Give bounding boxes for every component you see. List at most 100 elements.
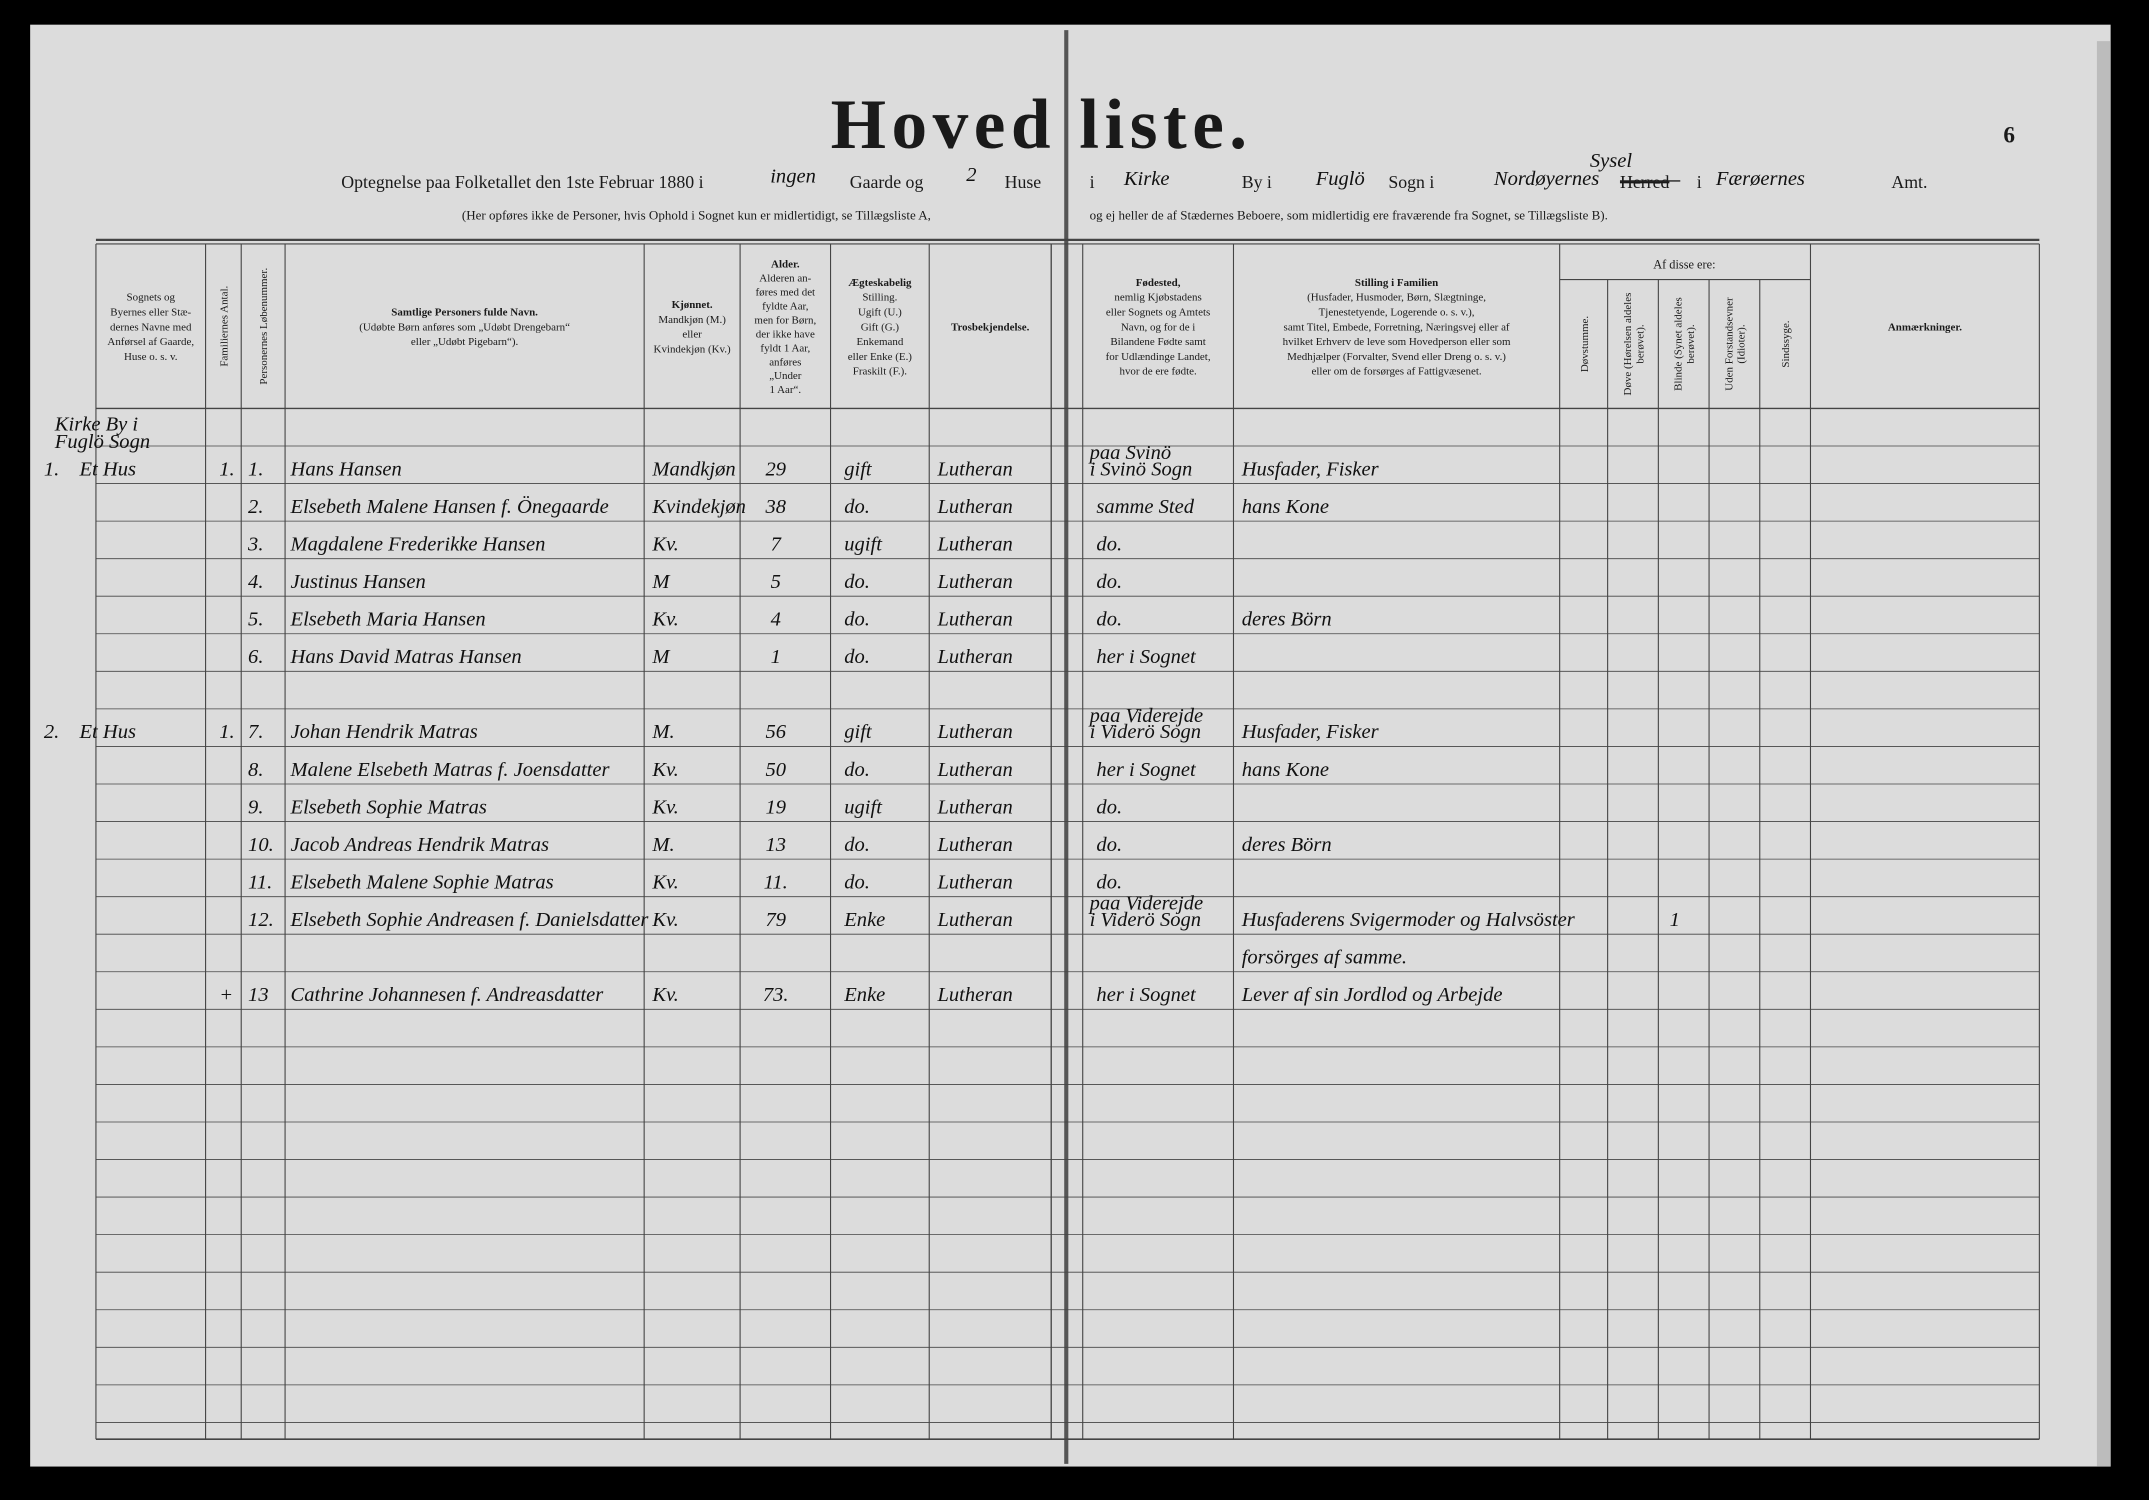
marital-status: gift [844, 721, 873, 743]
person-name: Jacob Andreas Hendrik Matras [291, 834, 550, 856]
column-header: Ægteskabelig [848, 277, 912, 289]
person-number: 2. [248, 496, 263, 518]
person-name: Justinus Hansen [291, 571, 426, 593]
column-header: Trosbekjendelse. [951, 321, 1030, 333]
handwritten: Færøernes [1715, 168, 1805, 190]
column-header: Stilling i Familien [1355, 277, 1438, 289]
birthplace: paa Viderejde [1088, 705, 1204, 727]
column-header: fyldte Aar, [762, 300, 809, 312]
household-place: Et Hus [78, 458, 136, 480]
column-header: Gift (G.) [861, 321, 900, 333]
birthplace: samme Sted [1096, 496, 1194, 518]
header-text: By i [1242, 172, 1272, 192]
occupation: Husfader, Fisker [1241, 458, 1380, 480]
age: 79 [765, 909, 786, 931]
group-header: Af disse ere: [1653, 258, 1715, 272]
religion: Lutheran [936, 496, 1012, 518]
marital-status: do. [844, 646, 870, 668]
column-header: Alderen an- [759, 272, 811, 284]
family-count: 1. [219, 458, 234, 480]
sex: M. [651, 721, 674, 743]
column-header: Fødested, [1136, 277, 1181, 289]
sex: Mandkjøn [651, 458, 735, 480]
column-header: Bilandene Fødte samt [1110, 336, 1206, 348]
person-name: Malene Elsebeth Matras f. Joensdatter [290, 759, 611, 781]
religion: Lutheran [936, 458, 1012, 480]
sex: M. [651, 834, 674, 856]
person-name: Elsebeth Malene Hansen f. Önegaarde [290, 495, 609, 518]
household-number: 2. [44, 721, 59, 743]
column-header: Kvindekjøn (Kv.) [654, 344, 732, 356]
birthplace: do. [1096, 796, 1122, 818]
column-header: Uden Forstandsevner [1723, 297, 1735, 391]
occupation: Husfader, Fisker [1241, 721, 1380, 743]
sex: Kv. [651, 871, 678, 893]
religion: Lutheran [936, 759, 1012, 781]
column-header: Ugift (U.) [858, 307, 902, 319]
marital-status: do. [844, 609, 870, 631]
column-header: anføres [769, 356, 801, 368]
family-count: + [219, 984, 233, 1006]
column-header: Huse o. s. v. [124, 351, 178, 363]
column-header: 1 Aar“. [769, 384, 801, 396]
age: 19 [765, 796, 786, 818]
sex: M [651, 646, 671, 668]
birthplace: do. [1096, 609, 1122, 631]
page-number: 6 [2003, 123, 2015, 149]
birthplace: do. [1096, 834, 1122, 856]
column-header: berøvet). [1634, 324, 1646, 363]
age: 73. [763, 984, 789, 1006]
religion: Lutheran [936, 834, 1012, 856]
column-header: hvilket Erhverv de leve som Hovedperson … [1283, 336, 1511, 348]
column-header: der ikke have [756, 328, 815, 340]
religion: Lutheran [936, 721, 1012, 743]
title: Hoved liste. [831, 85, 1253, 164]
marital-status: do. [844, 871, 870, 893]
column-header: Familiernes Antal. [219, 285, 231, 366]
person-name: Hans Hansen [290, 458, 402, 480]
column-header: dernes Navne med [110, 321, 192, 333]
birthplace: her i Sognet [1096, 984, 1197, 1006]
column-header: (Idioter). [1736, 324, 1748, 363]
column-header: Personernes Løbenummer. [258, 268, 270, 385]
column-header: (Husfader, Husmoder, Børn, Slægtninge, [1307, 292, 1486, 304]
religion: Lutheran [936, 871, 1012, 893]
birthplace: paa Viderejde [1088, 893, 1204, 915]
religion: Lutheran [936, 984, 1012, 1006]
age: 50 [765, 759, 786, 781]
page-edge [2096, 41, 2111, 1467]
header-text: Huse [1005, 172, 1042, 192]
occupation: Husfaderens Svigermoder og Halvsöster [1241, 909, 1576, 931]
column-header: Blinde (Synet aldeles [1673, 297, 1685, 391]
person-number: 5. [248, 609, 263, 631]
header-text: Herred [1620, 172, 1670, 192]
birthplace: her i Sognet [1096, 759, 1197, 781]
birthplace: her i Sognet [1096, 646, 1197, 668]
column-header: Sognets og [127, 292, 176, 304]
column-header: Mandkjøn (M.) [658, 314, 726, 326]
person-number: 4. [248, 571, 263, 593]
person-number: 8. [248, 759, 263, 781]
column-header: eller „Udøbt Pigebarn“). [411, 336, 519, 348]
marital-status: do. [844, 571, 870, 593]
column-header: Fraskilt (F.). [853, 366, 907, 378]
age: 5 [771, 571, 781, 593]
sex: Kv. [651, 909, 678, 931]
person-number: 10. [248, 834, 274, 856]
column-header: „Under [769, 370, 802, 382]
household-place: Et Hus [78, 721, 136, 743]
parish-label: Kirke By i [54, 413, 139, 435]
header-text: Sogn i [1388, 172, 1434, 192]
sex: Kvindekjøn [651, 496, 746, 518]
religion: Lutheran [936, 796, 1012, 818]
sex: Kv. [651, 609, 678, 631]
birthplace: paa Svinö [1088, 442, 1172, 464]
column-header: hvor de ere fødte. [1119, 366, 1197, 378]
sex: Kv. [651, 533, 678, 555]
column-header: Samtlige Personers fulde Navn. [391, 307, 538, 319]
column-header: Døvstumme. [1579, 316, 1591, 373]
birthplace: do. [1096, 571, 1122, 593]
handwritten: Fuglö [1315, 168, 1365, 190]
birthplace: i Viderö Sogn [1090, 909, 1201, 931]
